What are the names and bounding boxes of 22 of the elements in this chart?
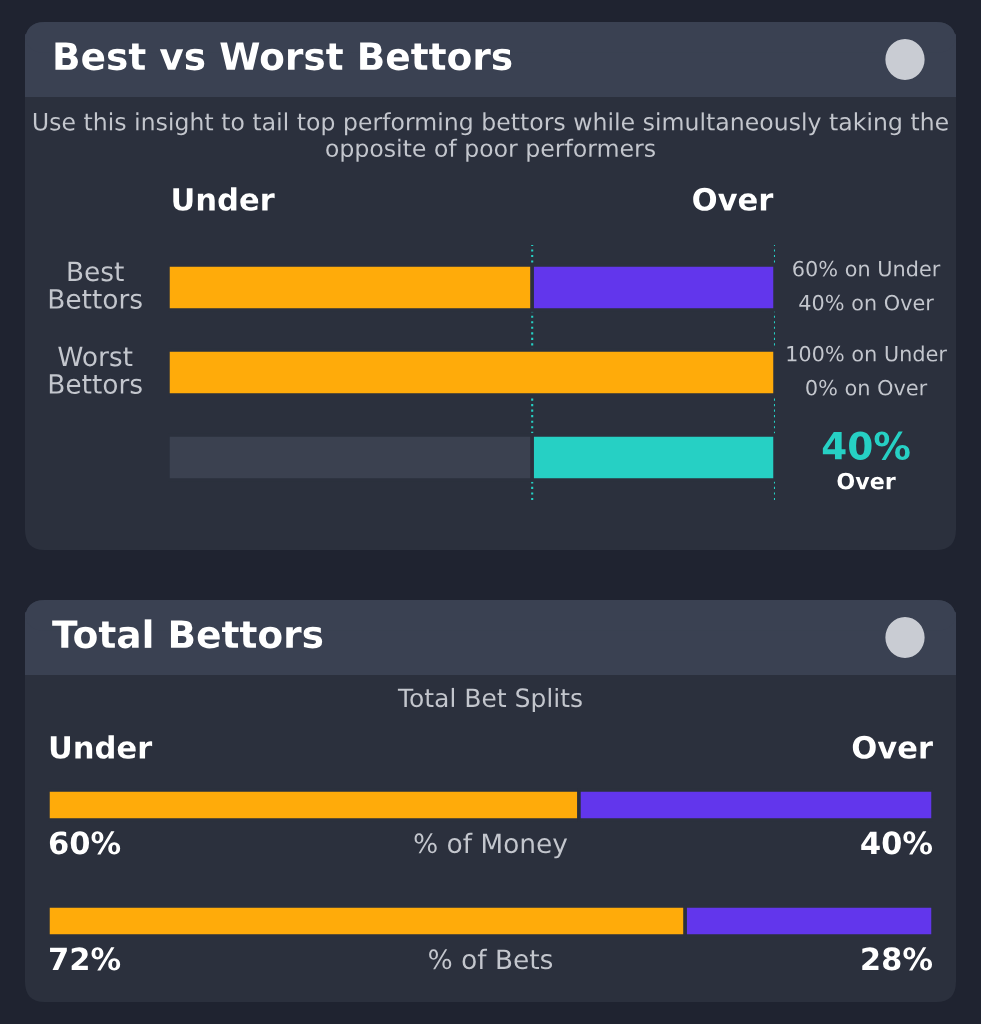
data-label: 60% on Under: [793, 260, 941, 277]
data-label: 28%: [862, 947, 933, 971]
data-label: 100% on Under: [787, 345, 947, 362]
series-label: Over: [693, 187, 774, 211]
y-tick-label: % of Money: [414, 832, 568, 859]
data-label: 72%: [50, 947, 121, 971]
data-label: 40%: [822, 431, 910, 460]
data-label: 0% on Over: [806, 379, 928, 396]
data-label: 60%: [49, 831, 121, 855]
data-label: 40%: [861, 831, 933, 855]
text: Over: [837, 472, 896, 490]
series-label: Under: [50, 735, 153, 759]
chart-subtitle: Use this insight to tail top performing bettors while simultaneously taking the opposite of poor performers: [33, 112, 948, 162]
y-tick-label: Worst Bettors: [49, 346, 142, 394]
y-tick-label: Best Bettors: [49, 261, 142, 309]
y-tick-label: % of Bets: [429, 948, 553, 970]
data-label: 40% on Over: [799, 294, 934, 311]
series-label: Under: [173, 187, 275, 211]
chart-title: Total Bettors: [52, 619, 323, 649]
chart-title: Best vs Worst Bettors: [55, 42, 512, 71]
chart-subtitle: Total Bet Splits: [397, 687, 582, 713]
series-label: Over: [852, 735, 933, 759]
